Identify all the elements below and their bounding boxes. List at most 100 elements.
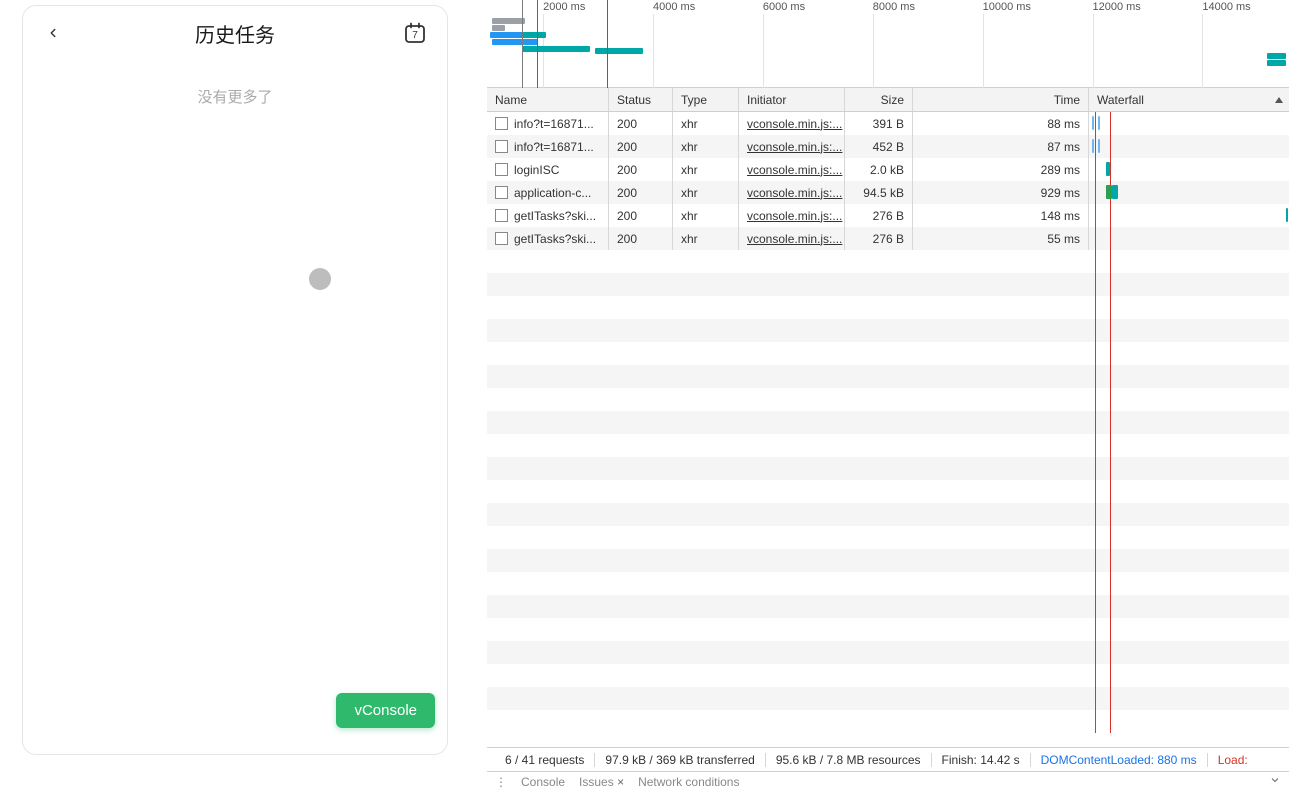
network-request-row[interactable]: info?t=16871...200xhrvconsole.min.js:...… xyxy=(487,135,1289,158)
cell-time: 929 ms xyxy=(913,181,1089,204)
empty-row xyxy=(487,503,1289,526)
initiator-link[interactable]: vconsole.min.js:... xyxy=(747,209,842,223)
cell-initiator: vconsole.min.js:... xyxy=(739,204,845,227)
cell-time: 88 ms xyxy=(913,112,1089,135)
mobile-header: 历史任务 7 xyxy=(23,6,447,60)
waterfall-vline xyxy=(1095,204,1096,227)
empty-row xyxy=(487,710,1289,733)
column-header-time[interactable]: Time xyxy=(913,88,1089,111)
chevron-down-icon[interactable] xyxy=(1269,774,1281,789)
back-icon[interactable] xyxy=(41,21,65,45)
cell-waterfall xyxy=(1089,112,1289,135)
column-header-type[interactable]: Type xyxy=(673,88,739,111)
initiator-link[interactable]: vconsole.min.js:... xyxy=(747,163,842,177)
row-checkbox[interactable] xyxy=(495,232,508,245)
drawer-tab-network-conditions[interactable]: Network conditions xyxy=(638,775,739,789)
page-title: 历史任务 xyxy=(23,19,447,48)
column-header-name[interactable]: Name xyxy=(487,88,609,111)
calendar-icon[interactable]: 7 xyxy=(401,19,429,47)
cell-status: 200 xyxy=(609,112,673,135)
waterfall-segment xyxy=(1092,116,1094,130)
column-header-initiator[interactable]: Initiator xyxy=(739,88,845,111)
empty-row xyxy=(487,480,1289,503)
timeline-overview[interactable]: 2000 ms4000 ms6000 ms8000 ms10000 ms1200… xyxy=(487,0,1289,88)
cell-size: 276 B xyxy=(845,227,913,250)
initiator-link[interactable]: vconsole.min.js:... xyxy=(747,186,842,200)
request-name: application-c... xyxy=(514,186,591,200)
cell-status: 200 xyxy=(609,158,673,181)
row-checkbox[interactable] xyxy=(495,140,508,153)
request-name: loginISC xyxy=(514,163,559,177)
empty-state-text: 没有更多了 xyxy=(23,86,447,107)
empty-row xyxy=(487,664,1289,687)
row-checkbox[interactable] xyxy=(495,163,508,176)
empty-row xyxy=(487,365,1289,388)
cell-initiator: vconsole.min.js:... xyxy=(739,158,845,181)
empty-row xyxy=(487,572,1289,595)
initiator-link[interactable]: vconsole.min.js:... xyxy=(747,232,842,246)
network-request-row[interactable]: application-c...200xhrvconsole.min.js:..… xyxy=(487,181,1289,204)
network-request-row[interactable]: loginISC200xhrvconsole.min.js:...2.0 kB2… xyxy=(487,158,1289,181)
initiator-link[interactable]: vconsole.min.js:... xyxy=(747,117,842,131)
cell-waterfall xyxy=(1089,181,1289,204)
cell-initiator: vconsole.min.js:... xyxy=(739,181,845,204)
cell-status: 200 xyxy=(609,135,673,158)
loading-spinner-icon xyxy=(309,268,331,290)
network-request-row[interactable]: info?t=16871...200xhrvconsole.min.js:...… xyxy=(487,112,1289,135)
waterfall-vline xyxy=(1110,204,1111,227)
cell-status: 200 xyxy=(609,204,673,227)
network-status-bar: 6 / 41 requests 97.9 kB / 369 kB transfe… xyxy=(487,747,1289,771)
column-header-waterfall[interactable]: Waterfall xyxy=(1089,88,1289,111)
row-checkbox[interactable] xyxy=(495,117,508,130)
drawer-tab-issues-label: Issues xyxy=(579,775,614,789)
cell-type: xhr xyxy=(673,227,739,250)
initiator-link[interactable]: vconsole.min.js:... xyxy=(747,140,842,154)
waterfall-vline xyxy=(1110,112,1111,135)
empty-row xyxy=(487,411,1289,434)
row-checkbox[interactable] xyxy=(495,209,508,222)
network-request-row[interactable]: getITasks?ski...200xhrvconsole.min.js:..… xyxy=(487,227,1289,250)
cell-time: 55 ms xyxy=(913,227,1089,250)
calendar-day-text: 7 xyxy=(412,30,418,41)
timeline-tick-label: 14000 ms xyxy=(1202,1,1250,13)
row-checkbox[interactable] xyxy=(495,186,508,199)
status-transferred: 97.9 kB / 369 kB transferred xyxy=(595,753,765,767)
column-header-size[interactable]: Size xyxy=(845,88,913,111)
timeline-bar xyxy=(492,18,526,24)
status-load: Load: xyxy=(1208,753,1258,767)
drawer-menu-icon[interactable]: ⋮ xyxy=(495,775,507,789)
empty-row xyxy=(487,549,1289,572)
vconsole-button[interactable]: vConsole xyxy=(336,693,435,728)
timeline-bar xyxy=(1267,53,1286,59)
network-table-header: Name Status Type Initiator Size Time Wat… xyxy=(487,88,1289,112)
waterfall-segment xyxy=(1092,139,1094,153)
waterfall-vline xyxy=(1095,227,1096,250)
waterfall-vline xyxy=(1095,112,1096,135)
waterfall-vline xyxy=(1110,135,1111,158)
network-rows-area: info?t=16871...200xhrvconsole.min.js:...… xyxy=(487,112,1289,747)
timeline-tick-label: 10000 ms xyxy=(983,1,1031,13)
cell-time: 289 ms xyxy=(913,158,1089,181)
network-request-row[interactable]: getITasks?ski...200xhrvconsole.min.js:..… xyxy=(487,204,1289,227)
status-requests: 6 / 41 requests xyxy=(495,753,595,767)
empty-row xyxy=(487,457,1289,480)
waterfall-segment xyxy=(1106,162,1110,176)
waterfall-vline xyxy=(1110,158,1111,181)
drawer-tab-issues[interactable]: Issues × xyxy=(579,775,624,789)
cell-size: 452 B xyxy=(845,135,913,158)
drawer-tab-console[interactable]: Console xyxy=(521,775,565,789)
column-header-status[interactable]: Status xyxy=(609,88,673,111)
timeline-bar xyxy=(521,32,547,38)
empty-row xyxy=(487,273,1289,296)
timeline-bar xyxy=(1267,60,1286,66)
waterfall-segment xyxy=(1098,139,1100,153)
cell-type: xhr xyxy=(673,181,739,204)
cell-name: getITasks?ski... xyxy=(487,204,609,227)
cell-initiator: vconsole.min.js:... xyxy=(739,227,845,250)
timeline-bar xyxy=(522,46,590,52)
cell-name: getITasks?ski... xyxy=(487,227,609,250)
empty-row xyxy=(487,687,1289,710)
close-icon[interactable]: × xyxy=(617,775,624,789)
timeline-tick-label: 12000 ms xyxy=(1093,1,1141,13)
timeline-vline xyxy=(607,0,608,88)
